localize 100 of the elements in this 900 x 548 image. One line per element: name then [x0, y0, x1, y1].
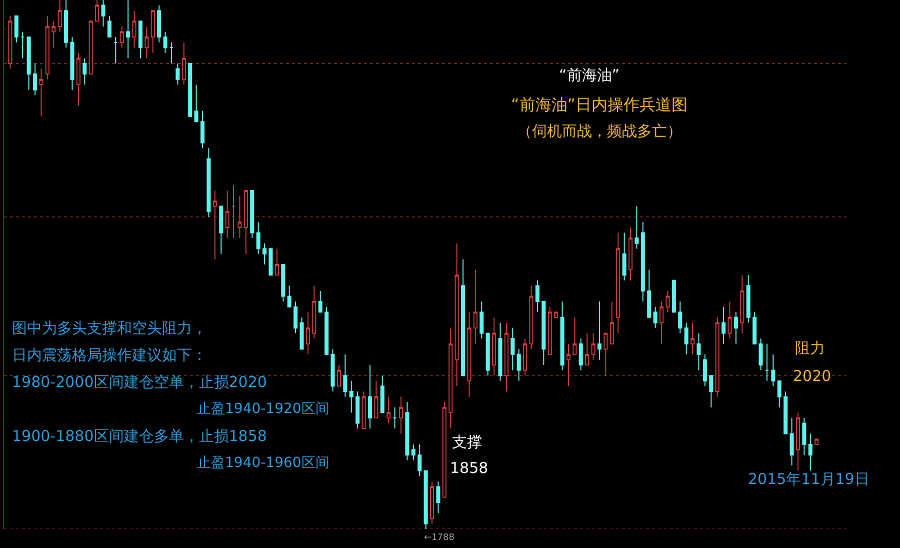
candlestick: [535, 280, 540, 313]
candlestick: [672, 280, 676, 313]
candlestick: [752, 312, 757, 344]
candlestick: [163, 31, 168, 54]
candlestick: [392, 406, 397, 429]
candlestick: [709, 375, 714, 408]
candlestick: [591, 332, 596, 360]
candlestick: [306, 312, 310, 355]
candlestick: [82, 58, 87, 86]
annotation: 2015年11月19日: [748, 470, 870, 488]
candlestick: [604, 332, 608, 376]
candlestick: [274, 248, 279, 276]
candlestick: [318, 290, 322, 313]
text: “前海油”日内操作兵道图: [511, 95, 688, 114]
candlestick: [554, 312, 558, 318]
candlestick: [8, 15, 12, 70]
candlestick: [418, 444, 422, 477]
candlestick: [380, 375, 384, 414]
candlestick: [784, 390, 788, 434]
candlestick: [144, 26, 149, 59]
candlestick: [702, 354, 707, 387]
candlestick: [26, 36, 31, 90]
candlestick: [132, 10, 136, 48]
candlestick: [628, 226, 633, 281]
candlestick: [169, 42, 174, 64]
candlestick: [684, 322, 688, 355]
candlestick: [349, 380, 354, 414]
candlestick: [454, 242, 459, 387]
candlestick: [150, 10, 155, 54]
candlestick: [138, 20, 142, 59]
candlestick: [20, 31, 25, 59]
candlestick: [398, 396, 404, 434]
candlestick: [368, 364, 372, 429]
candlestick: [114, 36, 118, 64]
candlestick: [678, 301, 682, 334]
candlestick: [516, 348, 521, 382]
candlestick: [268, 248, 273, 276]
annotation: 1980-2000区间建仓空单，止损2020: [12, 373, 267, 391]
candlestick: [660, 301, 664, 344]
candlestick: [300, 316, 304, 350]
candlestick: [107, 15, 112, 38]
candlestick: [386, 396, 391, 424]
candlestick: [498, 322, 502, 382]
candlestick: [566, 343, 570, 387]
annotation: 日内震荡格局操作建议如下：: [12, 346, 207, 364]
candlestick: [206, 148, 211, 218]
candlestick: [356, 390, 360, 429]
candlestick: [510, 327, 515, 371]
candlestick: [330, 348, 335, 392]
candlestick: [548, 306, 552, 355]
candlestick: [411, 444, 416, 461]
candlestick: [802, 417, 806, 456]
annotation: 支撑: [452, 433, 482, 451]
candlestick: [324, 306, 329, 355]
candlestick: [188, 62, 192, 117]
candlestick: [374, 380, 378, 418]
candlestick: [45, 15, 50, 80]
candlestick: [182, 42, 186, 86]
candlestick: [70, 36, 74, 90]
candlestick: [597, 301, 602, 360]
annotation: 1858: [450, 459, 488, 477]
candlestick: [647, 269, 652, 318]
candlestick: [480, 301, 484, 340]
candlestick: [312, 285, 316, 340]
candlestick: [212, 190, 217, 260]
candlestick: [715, 316, 720, 398]
annotation: （伺机而战，频战多亡）: [517, 122, 682, 140]
candlestick: [585, 332, 590, 366]
candlestick: [238, 195, 242, 239]
candlestick: [442, 402, 446, 498]
annotation: 2020: [793, 367, 832, 385]
candlestick: [200, 110, 205, 149]
candlestick: [76, 52, 80, 106]
candlestick: [262, 242, 267, 265]
candlestick: [14, 15, 18, 43]
candlestick: [52, 20, 56, 48]
candlestick: [734, 312, 738, 344]
candlestick: [610, 301, 614, 344]
candlestick: [287, 285, 292, 308]
candlestick: [244, 190, 248, 254]
candlestick: [578, 338, 583, 371]
candlestick: [504, 322, 508, 392]
candlestick: [430, 480, 434, 524]
candlestick: [666, 290, 670, 313]
candlestick: [808, 433, 812, 472]
candlestick: [362, 390, 366, 429]
candlestick: [467, 312, 472, 398]
candlestick: [777, 380, 782, 408]
candlestick: [405, 402, 410, 461]
candlestick: [176, 62, 180, 86]
candlestick: [88, 20, 93, 75]
candlestick: [194, 84, 198, 122]
text: “前海油”: [559, 66, 620, 84]
candlestick: [653, 306, 658, 328]
candlestick: [343, 354, 348, 398]
candlestick: [120, 26, 124, 48]
candlestick: [473, 269, 478, 344]
candlestick: [746, 274, 750, 324]
candlestick: [256, 222, 260, 254]
annotation: 1900-1880区间建仓多单，止损1858: [12, 427, 267, 445]
